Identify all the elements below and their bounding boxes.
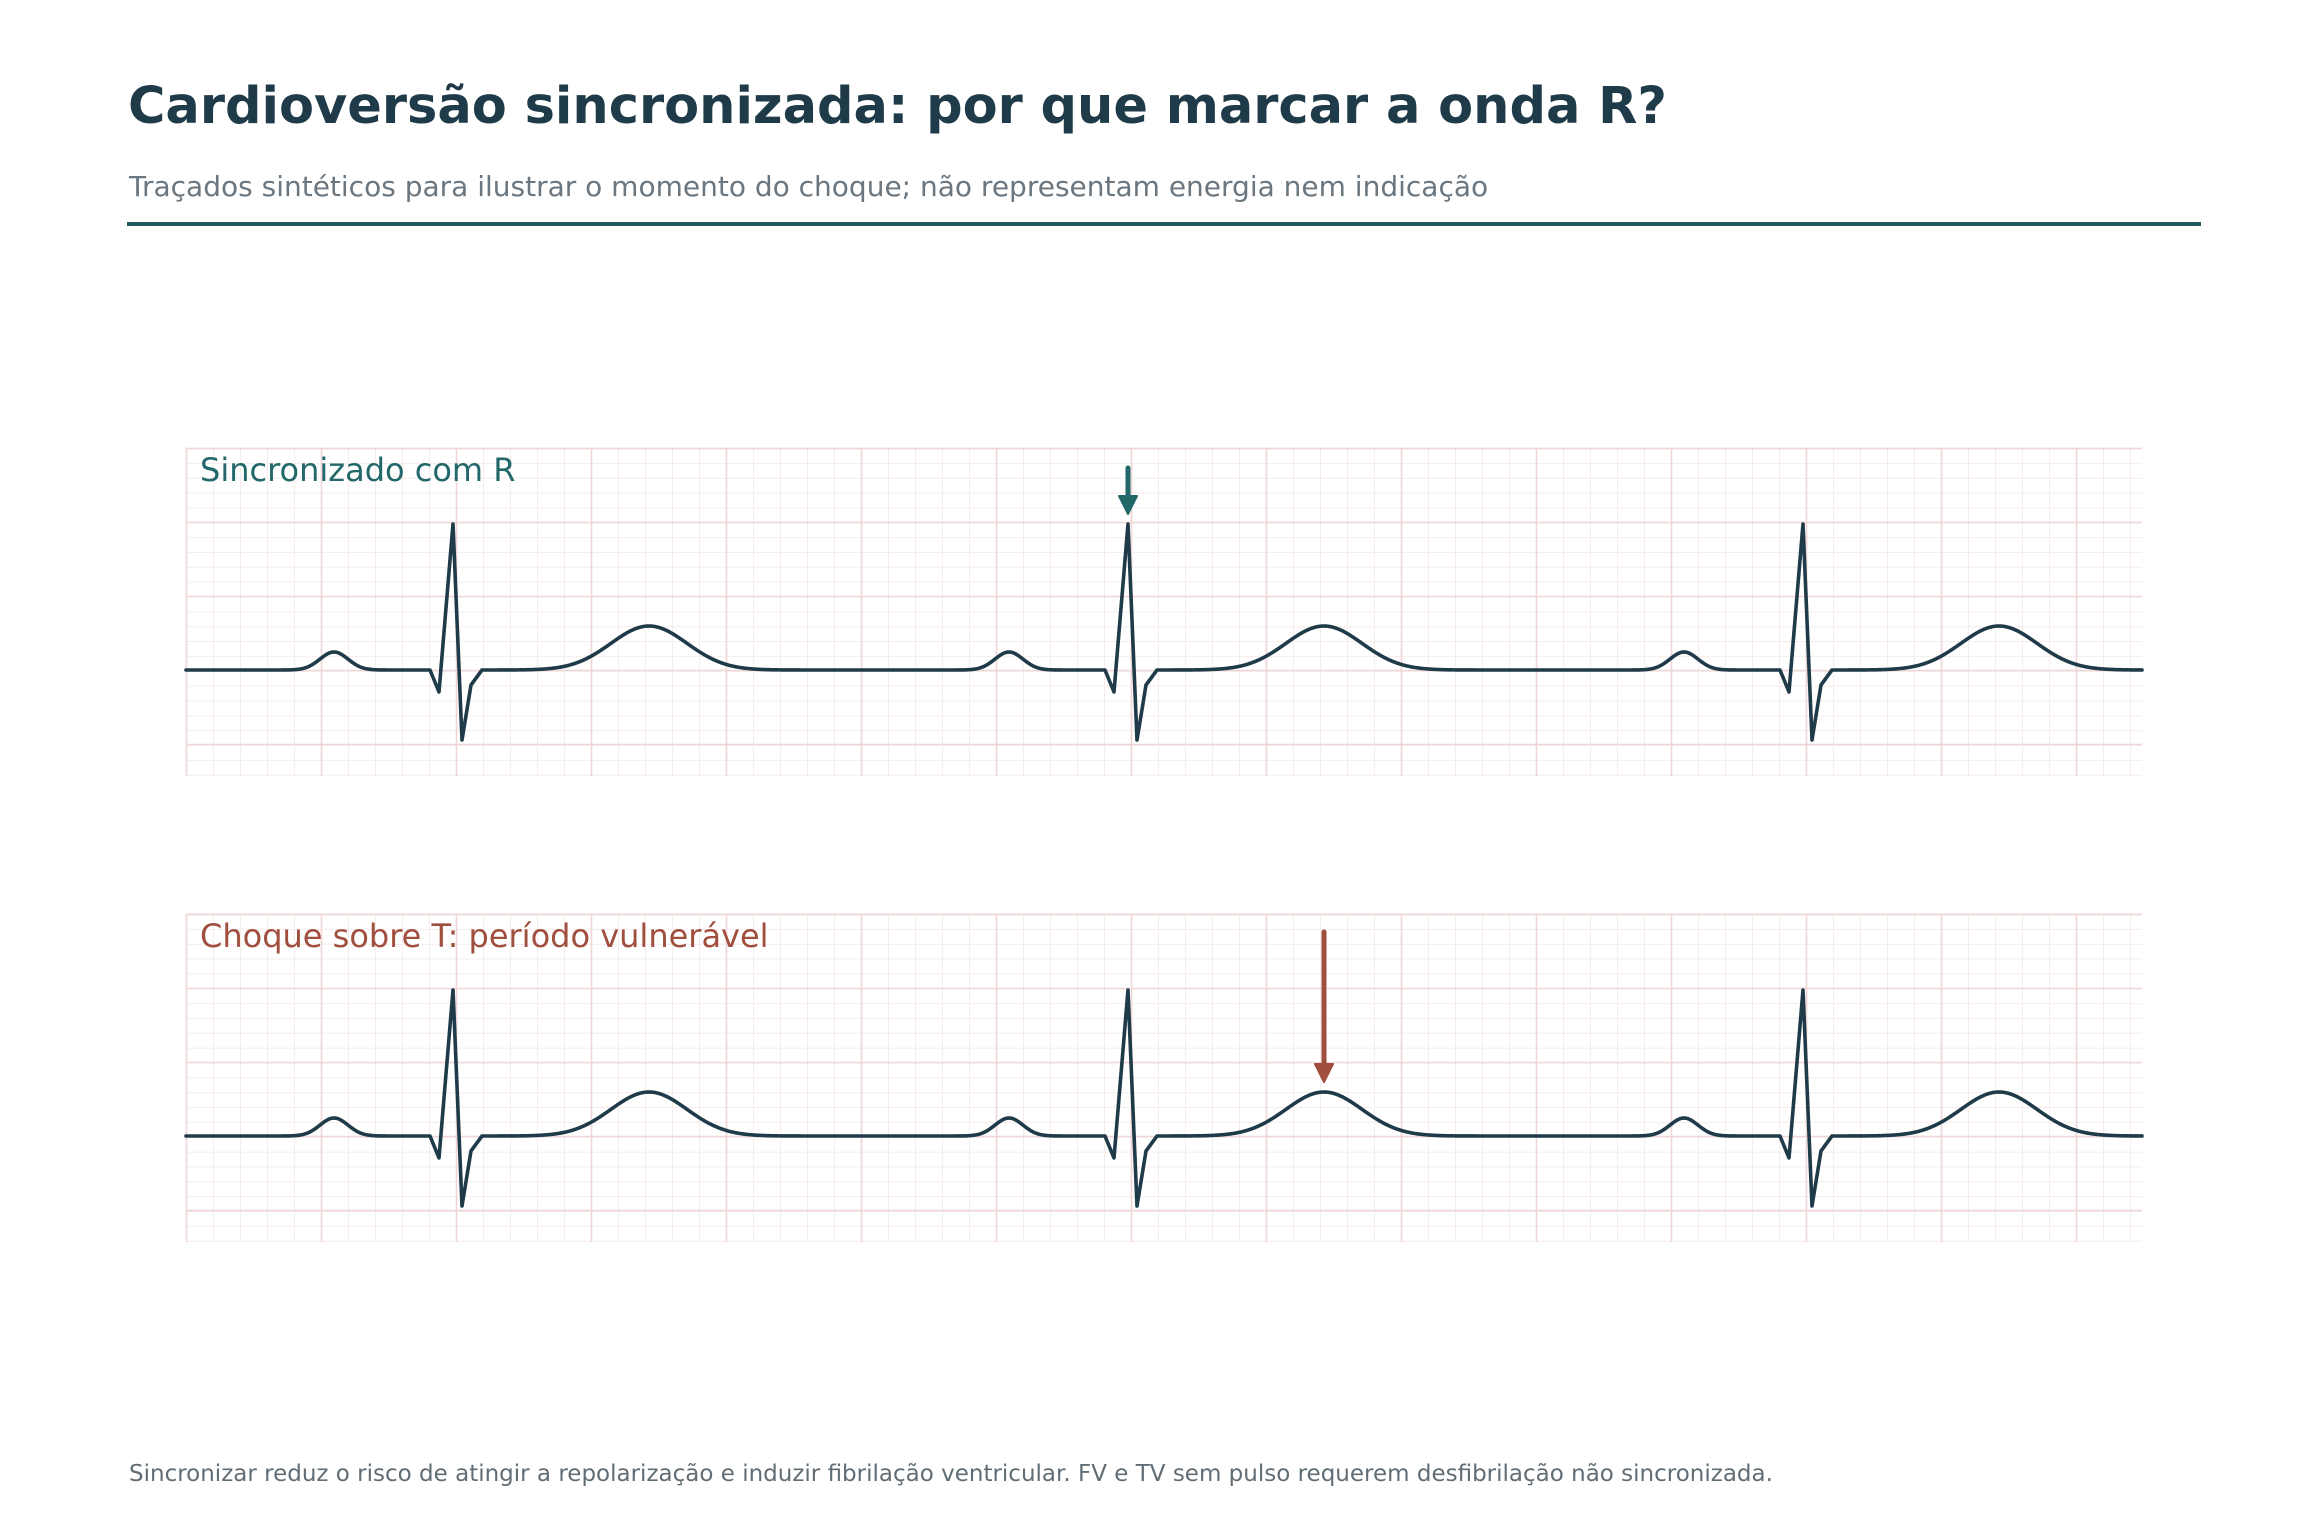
ecg-grid-minor	[186, 914, 2142, 1242]
arrow-head	[1314, 1063, 1334, 1083]
ecg-strip-shock-on-t	[184, 913, 2144, 1242]
ecg-strip-synchronized	[184, 447, 2144, 776]
ecg-panel-shock-on-t: Choque sobre T: período vulnerável	[184, 913, 2144, 1242]
shock-marker-r-wave-arrow-icon	[1118, 465, 1138, 515]
panel-label-shock-on-t: Choque sobre T: período vulnerável	[200, 917, 769, 955]
panel-label-synchronized: Sincronizado com R	[200, 451, 516, 489]
page-title: Cardioversão sincronizada: por que marca…	[128, 77, 1668, 136]
ecg-trace	[184, 988, 2144, 1208]
header-divider	[127, 222, 2201, 226]
shock-marker-t-wave-arrow-icon	[1314, 929, 1334, 1083]
ecg-panel-synchronized: Sincronizado com R	[184, 447, 2144, 776]
ecg-grid-minor	[186, 448, 2142, 776]
ecg-trace	[184, 522, 2144, 742]
footnote: Sincronizar reduz o risco de atingir a r…	[129, 1461, 1773, 1487]
page-subtitle: Traçados sintéticos para ilustrar o mome…	[129, 170, 1489, 203]
arrow-head	[1118, 495, 1138, 515]
